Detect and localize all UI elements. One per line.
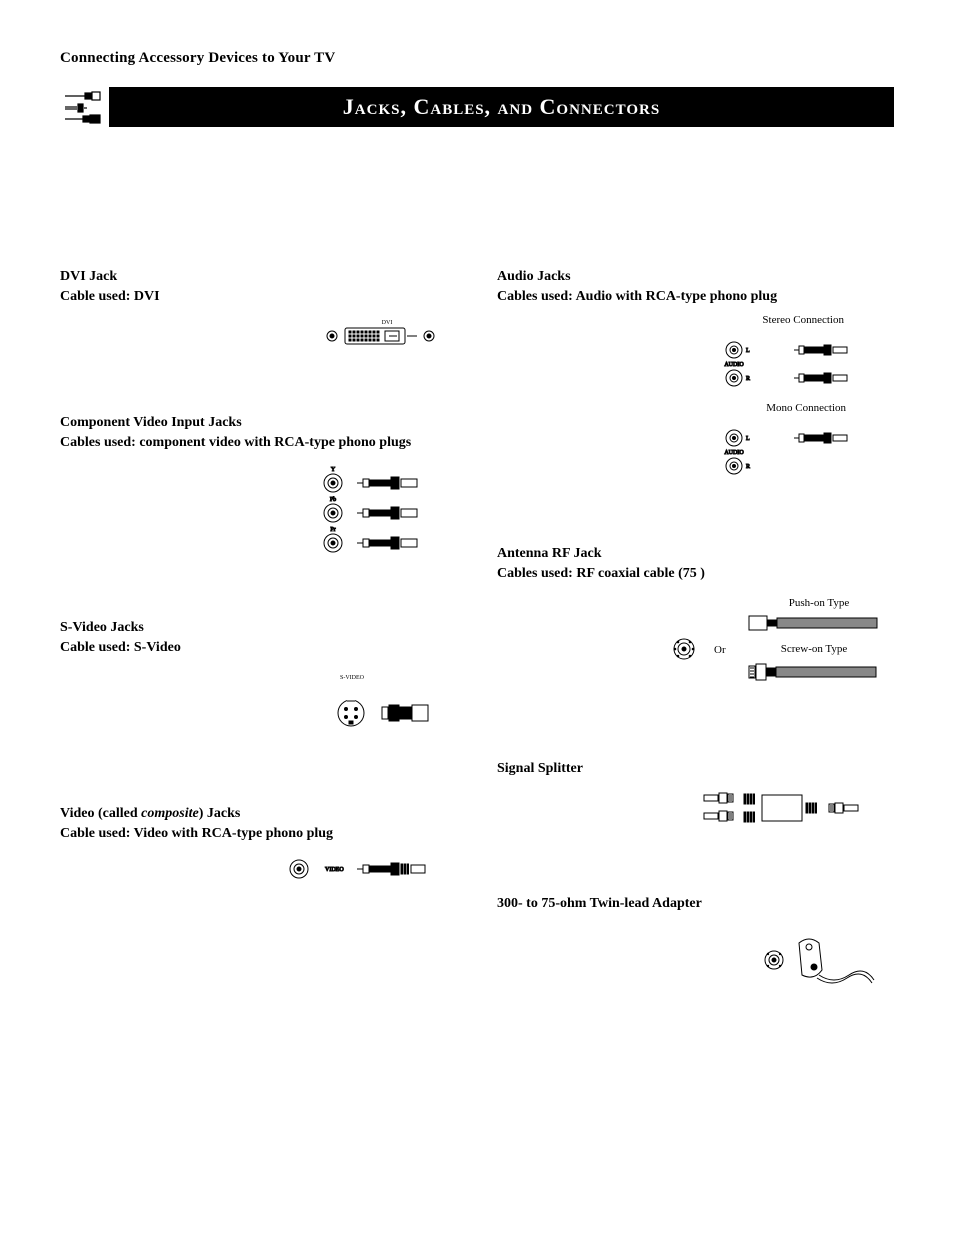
svg-text:Pr: Pr [330,527,335,533]
svg-text:AUDIO: AUDIO [724,362,744,368]
svg-text:S-VIDEO: S-VIDEO [340,675,365,681]
adapter-title: 300- to 75-ohm Twin-lead Adapter [497,894,894,914]
dvi-title: DVI Jack [60,267,457,287]
svg-text:R: R [746,464,750,470]
splitter-section: Signal Splitter [497,759,894,834]
audio-stereo-figure: L AUDIO R [497,336,894,396]
mono-label: Mono Connection [497,402,894,414]
audio-title: Audio Jacks [497,267,894,287]
svg-text:Y: Y [331,467,336,473]
splitter-figure [497,789,894,834]
right-column: Audio Jacks Cables used: Audio with RCA-… [497,267,894,1060]
svideo-figure: S-VIDEO [60,669,457,744]
svg-text:L: L [746,348,750,354]
composite-figure: VIDEO [60,854,457,889]
svg-text:R: R [746,376,750,382]
svg-text:Push-on Type: Push-on Type [789,597,850,609]
svg-text:AUDIO: AUDIO [724,450,744,456]
component-figure: Y Pb Pr [60,463,457,558]
svg-text:Screw-on Type: Screw-on Type [781,643,848,655]
adapter-figure [497,925,894,1000]
dvi-cable: Cable used: DVI [60,287,457,307]
connector-icon [60,87,105,127]
audio-mono-figure: L AUDIO R [497,424,894,484]
composite-section: Video (called composite) Jacks Cable use… [60,804,457,890]
dvi-label: DVI [382,320,393,326]
svideo-cable: Cable used: S-Video [60,638,457,658]
audio-section: Audio Jacks Cables used: Audio with RCA-… [497,267,894,484]
svg-text:Or: Or [714,644,726,656]
svideo-section: S-Video Jacks Cable used: S-Video S-VIDE… [60,618,457,744]
composite-title: Video (called composite) Jacks [60,804,457,824]
svg-text:Pb: Pb [330,497,336,503]
svg-text:L: L [746,436,750,442]
banner-row: Jacks, Cables, and Connectors [60,87,894,127]
svg-text:VIDEO: VIDEO [325,867,344,873]
page-header: Connecting Accessory Devices to Your TV [60,50,894,67]
adapter-section: 300- to 75-ohm Twin-lead Adapter [497,894,894,999]
component-cable: Cables used: component video with RCA-ty… [60,433,457,453]
composite-cable: Cable used: Video with RCA-type phono pl… [60,824,457,844]
component-section: Component Video Input Jacks Cables used:… [60,413,457,559]
antenna-title: Antenna RF Jack [497,544,894,564]
left-column: DVI Jack Cable used: DVI DVI [60,267,457,1060]
svideo-title: S-Video Jacks [60,618,457,638]
splitter-title: Signal Splitter [497,759,894,779]
antenna-cable: Cables used: RF coaxial cable (75 ) [497,564,894,584]
antenna-section: Antenna RF Jack Cables used: RF coaxial … [497,544,894,700]
section-banner: Jacks, Cables, and Connectors [109,87,894,127]
component-title: Component Video Input Jacks [60,413,457,433]
dvi-section: DVI Jack Cable used: DVI DVI [60,267,457,353]
dvi-figure: DVI [60,318,457,353]
audio-cable: Cables used: Audio with RCA-type phono p… [497,287,894,307]
stereo-label: Stereo Connection [497,314,894,326]
antenna-figure: Push-on Type Or Screw-on Type [497,594,894,699]
